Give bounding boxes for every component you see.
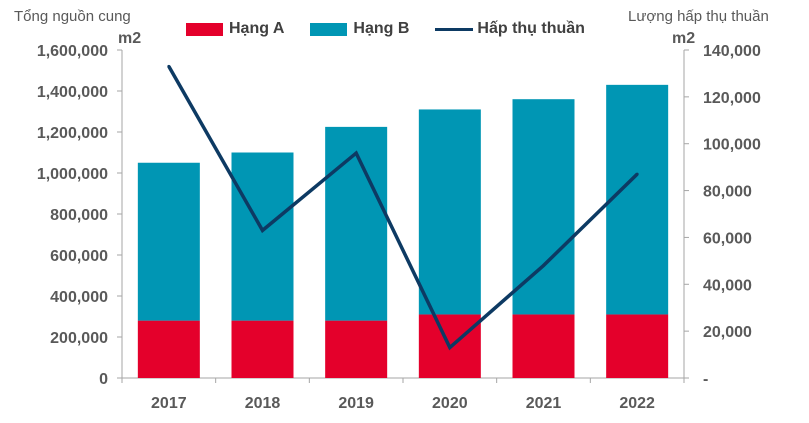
legend-item-hap-thu-thuan: Hấp thụ thuần xyxy=(435,20,585,38)
line-hap-thu-thuan xyxy=(167,65,639,351)
left-tick-label: 600,000 xyxy=(50,248,108,265)
bar-hang-b-2021 xyxy=(512,99,575,315)
point-hap-thu-thuan-2022 xyxy=(635,172,639,176)
point-hap-thu-thuan-2018 xyxy=(261,228,264,232)
x-tick-label: 2020 xyxy=(432,395,468,412)
right-axis-unit: m2 xyxy=(672,30,696,47)
x-tick-label: 2018 xyxy=(245,395,281,412)
bar-hang-a-2019 xyxy=(325,320,388,378)
legend-swatch-hang-a xyxy=(186,22,223,36)
legend-item-hang-a: Hạng A xyxy=(186,20,284,38)
right-tick-label: 100,000 xyxy=(703,137,761,154)
bar-hang-a-2022 xyxy=(606,314,669,378)
right-tick-label: - xyxy=(703,371,708,388)
left-axis-unit: m2 xyxy=(118,30,142,47)
right-tick-label: 120,000 xyxy=(703,90,761,107)
bar-hang-a-2018 xyxy=(231,320,294,378)
right-tick-label: 60,000 xyxy=(703,230,752,247)
right-tick-label: 140,000 xyxy=(703,43,761,60)
bar-hang-a-2017 xyxy=(137,320,200,378)
left-tick-label: 800,000 xyxy=(50,207,108,224)
bar-hang-b-2019 xyxy=(325,126,388,321)
left-tick-label: 1,200,000 xyxy=(37,125,108,142)
bar-hang-b-2017 xyxy=(137,162,200,321)
legend-label-hap-thu-thuan: Hấp thụ thuần xyxy=(477,20,585,37)
point-hap-thu-thuan-2021 xyxy=(542,264,545,268)
chart-legend: Hạng A Hạng B Hấp thụ thuần xyxy=(186,20,611,38)
left-tick-label: 1,400,000 xyxy=(37,84,108,101)
right-tick-label: 40,000 xyxy=(703,277,752,294)
left-tick-label: 1,600,000 xyxy=(37,43,108,60)
legend-label-hang-b: Hạng B xyxy=(353,20,410,37)
legend-swatch-hap-thu-thuan xyxy=(435,27,474,31)
left-tick-label: 400,000 xyxy=(50,289,108,306)
left-tick-label: 1,000,000 xyxy=(37,166,108,183)
right-axis-title: Lượng hấp thụ thuần xyxy=(628,8,769,25)
bar-hang-b-2020 xyxy=(418,109,481,315)
legend-swatch-hang-b xyxy=(310,22,348,36)
bar-hang-a-2021 xyxy=(512,314,575,378)
x-tick-label: 2019 xyxy=(338,395,374,412)
point-hap-thu-thuan-2019 xyxy=(354,151,358,155)
bar-hang-b-2022 xyxy=(606,84,669,315)
right-tick-label: 80,000 xyxy=(703,184,752,201)
bar-hang-b-2018 xyxy=(231,152,294,321)
right-tick-label: 20,000 xyxy=(703,324,752,341)
point-hap-thu-thuan-2020 xyxy=(448,346,452,350)
left-tick-label: 0 xyxy=(99,371,108,388)
legend-label-hang-a: Hạng A xyxy=(229,20,285,37)
x-tick-label: 2022 xyxy=(619,395,655,412)
x-tick-label: 2017 xyxy=(151,395,187,412)
legend-item-hang-b: Hạng B xyxy=(310,20,409,38)
point-hap-thu-thuan-2017 xyxy=(167,64,171,68)
left-tick-label: 200,000 xyxy=(50,330,108,347)
left-axis-title: Tổng nguồn cung xyxy=(14,8,131,25)
x-tick-label: 2021 xyxy=(526,395,562,412)
